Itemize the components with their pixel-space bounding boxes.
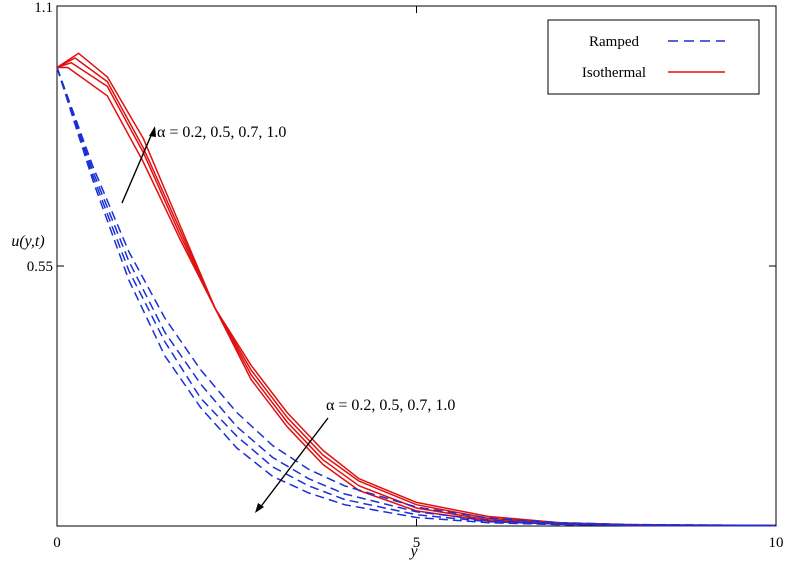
series-ramped-7 (56, 67, 777, 527)
annotation-arrowhead-up (149, 126, 156, 137)
y-tick-label: 0.55 (27, 259, 53, 275)
annotation-arrow-down (258, 417, 329, 510)
legend-box (547, 19, 760, 95)
legend-label-isothermal: Isothermal (582, 65, 646, 81)
series-ramped-4 (56, 67, 777, 527)
legend-label-ramped: Ramped (589, 34, 639, 50)
series-isothermal-2 (56, 61, 777, 527)
annotation-ramped: α = 0.2, 0.5, 0.7, 1.0 (255, 397, 455, 513)
legend: Ramped Isothermal (547, 19, 760, 95)
series-layer (56, 52, 777, 527)
annotation-isothermal: α = 0.2, 0.5, 0.7, 1.0 (121, 124, 286, 204)
x-axis-label: y (408, 543, 418, 560)
annotation-text-ramped: α = 0.2, 0.5, 0.7, 1.0 (326, 397, 455, 414)
annotation-arrowhead-down (255, 503, 264, 513)
ticks-layer: 0 5 10 1.1 0.55 (27, 0, 784, 551)
annotation-text-isothermal: α = 0.2, 0.5, 0.7, 1.0 (157, 124, 286, 141)
y-tick-label: 1.1 (34, 0, 53, 16)
annotation-arrow-up (121, 130, 154, 204)
x-tick-label: 5 (413, 535, 421, 551)
x-tick-label: 0 (53, 535, 61, 551)
x-tick-label: 10 (769, 535, 784, 551)
y-axis-label: u(y,t) (11, 233, 44, 250)
series-ramped-6 (56, 67, 777, 527)
